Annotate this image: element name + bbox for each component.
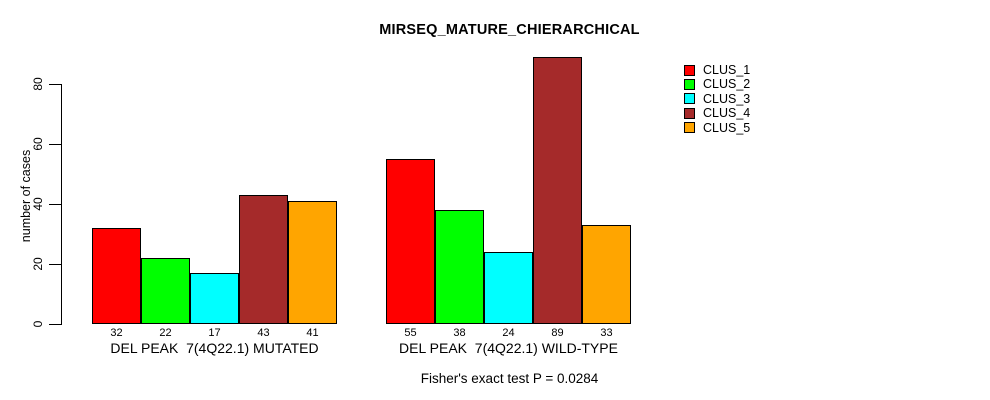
bar-value-label: 17 xyxy=(208,327,221,339)
legend-swatch-clus_4 xyxy=(684,107,695,119)
y-axis-label: number of cases xyxy=(19,149,33,243)
legend: CLUS_1 CLUS_2 CLUS_3 CLUS_4 CLUS_5 xyxy=(684,63,750,135)
bar-clus_3-group2 xyxy=(484,252,533,324)
bar-value-label: 33 xyxy=(600,327,613,339)
y-axis-tick xyxy=(49,204,61,205)
bar-value-label: 38 xyxy=(453,327,466,339)
y-axis-tick-label: 60 xyxy=(31,137,45,151)
legend-swatch-clus_2 xyxy=(684,79,695,91)
legend-label: CLUS_2 xyxy=(703,77,751,92)
legend-item: CLUS_4 xyxy=(684,106,750,120)
group-label: DEL PEAK 7(4Q22.1) WILD-TYPE xyxy=(399,340,618,356)
bar-clus_1-group1 xyxy=(92,228,141,324)
bar-value-label: 22 xyxy=(159,327,172,339)
bar-clus_2-group1 xyxy=(141,258,190,324)
legend-label: CLUS_1 xyxy=(703,62,751,77)
chart-title: MIRSEQ_MATURE_CHIERARCHICAL xyxy=(379,22,640,38)
stat-test-caption: Fisher's exact test P = 0.0284 xyxy=(420,371,599,386)
y-axis-tick-label: 20 xyxy=(31,257,45,271)
y-axis-tick xyxy=(49,264,61,265)
y-axis-tick xyxy=(49,144,61,145)
bar-value-label: 89 xyxy=(551,327,564,339)
legend-swatch-clus_1 xyxy=(684,64,695,76)
legend-swatch-clus_3 xyxy=(684,93,695,105)
legend-swatch-clus_5 xyxy=(684,122,695,134)
bar-clus_3-group1 xyxy=(190,273,239,324)
legend-label: CLUS_4 xyxy=(703,106,751,121)
bar-clus_5-group2 xyxy=(582,225,631,324)
legend-label: CLUS_5 xyxy=(703,120,751,135)
bar-clus_1-group2 xyxy=(386,159,435,324)
bar-value-label: 24 xyxy=(502,327,515,339)
y-axis-tick-label: 0 xyxy=(31,320,45,328)
legend-label: CLUS_3 xyxy=(703,91,751,106)
y-axis-tick xyxy=(49,84,61,85)
bar-value-label: 41 xyxy=(306,327,319,339)
legend-item: CLUS_3 xyxy=(684,92,750,106)
legend-item: CLUS_1 xyxy=(684,63,750,77)
bar-clus_4-group2 xyxy=(533,57,582,324)
y-axis-tick xyxy=(49,324,61,325)
bar-clus_5-group1 xyxy=(288,201,337,324)
legend-item: CLUS_2 xyxy=(684,77,750,91)
bar-clus_2-group2 xyxy=(435,210,484,324)
bar-value-label: 43 xyxy=(257,327,270,339)
legend-item: CLUS_5 xyxy=(684,121,750,135)
y-axis-tick-label: 40 xyxy=(31,197,45,211)
group-label: DEL PEAK 7(4Q22.1) MUTATED xyxy=(110,340,319,356)
bar-clus_4-group1 xyxy=(239,195,288,324)
bar-value-label: 55 xyxy=(404,327,417,339)
y-axis-tick-label: 80 xyxy=(31,77,45,91)
y-axis-line xyxy=(61,84,62,325)
bar-value-label: 32 xyxy=(110,327,123,339)
